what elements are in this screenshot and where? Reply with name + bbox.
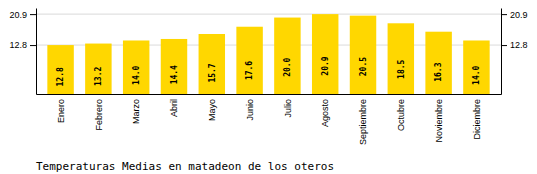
bar [123, 40, 149, 94]
bar [85, 44, 111, 94]
x-tick: Febrero [94, 94, 104, 131]
bars [47, 14, 489, 94]
x-tick: Abril [169, 94, 179, 117]
plot: 12.8 20.9 12.8 20.9 Enero Febrero Marzo Abril Ma… [9, 9, 527, 146]
x-tick-label: Marzo [131, 99, 141, 124]
data-label: 15.7 [208, 63, 217, 82]
y-tick: 20.9 [501, 9, 528, 19]
data-label: 16.3 [434, 62, 443, 81]
bar [388, 23, 414, 94]
bar [312, 14, 338, 94]
data-label: 14.4 [170, 65, 179, 84]
x-tick: Enero [56, 94, 66, 123]
y-axis-right: 12.8 20.9 [501, 9, 528, 95]
data-label: 20.0 [283, 57, 292, 76]
x-tick: Junio [245, 94, 255, 121]
bar [199, 34, 225, 94]
x-tick-label: Febrero [94, 99, 104, 131]
x-tick: Mayo [207, 94, 217, 121]
data-label: 20.9 [321, 56, 330, 75]
y-axis-line [36, 9, 37, 95]
y-tick-label: 20.9 [510, 9, 528, 19]
data-label: 17.6 [245, 61, 254, 80]
x-tick-label: Octubre [396, 99, 406, 131]
bar [47, 45, 73, 94]
bar [463, 40, 489, 94]
bar [274, 18, 300, 94]
grid-line [36, 14, 501, 15]
data-label: 14.0 [472, 65, 481, 84]
y-tick: 12.8 [501, 40, 528, 50]
bar [236, 27, 262, 94]
y-tick: 12.8 [9, 40, 36, 50]
data-labels: 12.8 13.2 14.0 14.4 15.7 17.6 20.0 20.9 20.5 18.5… [56, 56, 481, 86]
y-tick: 20.9 [9, 9, 36, 19]
data-label: 12.8 [56, 67, 65, 86]
x-axis: Enero Febrero Marzo Abril Mayo Junio Julio Agos… [37, 94, 502, 145]
y-tick-mark [30, 45, 36, 46]
data-label: 14.0 [132, 65, 141, 84]
y-axis-line [501, 9, 502, 95]
x-tick-label: Diciembre [472, 99, 482, 140]
y-tick-mark [30, 14, 36, 15]
y-tick-label: 12.8 [9, 40, 27, 50]
x-tick-label: Julio [283, 99, 293, 118]
bar [350, 16, 376, 94]
chart: 12.8 20.9 12.8 20.9 Enero Febrero Marzo Abril Ma… [0, 0, 537, 174]
title: Temperaturas Medias en matadeon de los o… [36, 160, 334, 173]
x-tick-label: Abril [169, 99, 179, 117]
y-tick-label: 20.9 [9, 9, 27, 19]
x-axis-line [37, 94, 502, 95]
x-tick-label: Agosto [320, 99, 330, 127]
x-tick: Agosto [320, 94, 330, 127]
x-tick: Octubre [396, 94, 406, 131]
y-tick-mark [501, 45, 507, 46]
x-tick: Septiembre [358, 94, 368, 145]
x-tick-label: Noviembre [434, 99, 444, 143]
x-tick-label: Enero [56, 99, 66, 123]
y-axis-left: 12.8 20.9 [9, 9, 36, 95]
data-label: 13.2 [94, 67, 103, 86]
bar [161, 39, 187, 94]
y-tick-mark [501, 14, 507, 15]
x-tick: Diciembre [472, 94, 482, 140]
bar [425, 32, 451, 94]
x-tick-label: Mayo [207, 99, 217, 121]
data-label: 20.5 [359, 57, 368, 76]
x-tick: Julio [283, 94, 293, 118]
x-tick: Noviembre [434, 94, 444, 143]
x-tick: Marzo [131, 94, 141, 124]
data-label: 18.5 [397, 59, 406, 78]
y-tick-label: 12.8 [510, 40, 528, 50]
x-tick-label: Septiembre [358, 99, 368, 145]
x-tick-label: Junio [245, 99, 255, 121]
